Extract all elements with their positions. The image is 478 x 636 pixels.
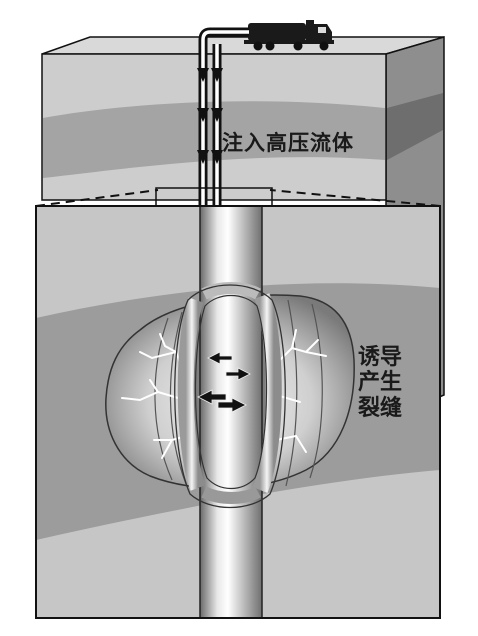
detail-cross-section [35, 205, 441, 619]
overview-side-stratum [387, 93, 443, 160]
zoom-connector-lines [35, 189, 441, 207]
induced-fracture-label: 诱导 产生 裂缝 [358, 345, 402, 421]
fracture-ring-outline [174, 284, 286, 509]
induced-fracture-label-line-1: 诱导 [358, 345, 403, 370]
down-arrow-icon [197, 68, 223, 164]
fracture-contours [154, 299, 323, 487]
detail-frame-outline [35, 205, 441, 619]
supply-pipe-core [201, 30, 249, 206]
tanker-truck-icon [244, 20, 334, 51]
arrow-icon [197, 351, 251, 413]
induced-fracture-label-line-2: 产生 [358, 370, 403, 396]
inject-fluid-label: 注入高压流体 [222, 131, 354, 155]
fracture-ring-front [177, 297, 206, 491]
block-top-face [41, 36, 445, 55]
wellbore [200, 206, 262, 618]
induced-fracture-label-line-3: 裂缝 [358, 395, 403, 421]
